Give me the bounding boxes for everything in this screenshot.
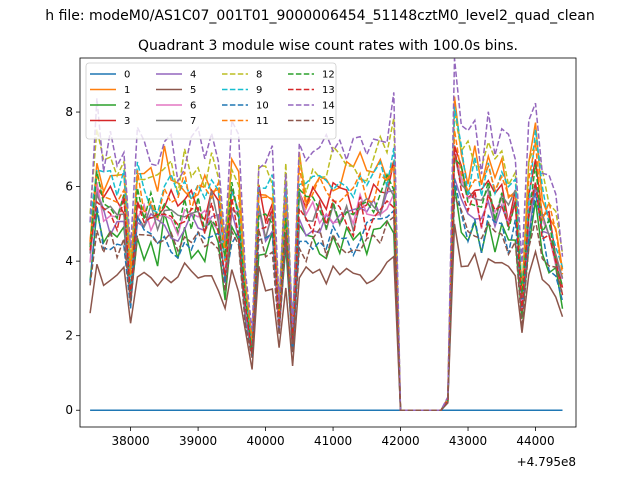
- legend-label-4: 4: [190, 70, 196, 81]
- series-layer: [89, 58, 564, 411]
- legend-frame: [85, 62, 337, 140]
- x-tick-label: 44000: [516, 434, 554, 448]
- series-line-12: [89, 156, 564, 411]
- y-tick-label: 6: [65, 180, 73, 194]
- legend-label-9: 9: [256, 85, 262, 96]
- legend-label-7: 7: [190, 116, 196, 127]
- x-tick-label: 43000: [449, 434, 487, 448]
- legend-label-15: 15: [322, 116, 335, 127]
- y-tick-label: 4: [65, 254, 73, 268]
- chart-title: Quadrant 3 module wise count rates with …: [138, 38, 518, 54]
- series-line-15: [89, 194, 564, 411]
- series-line-9: [89, 106, 564, 411]
- series-line-11: [89, 129, 564, 411]
- series-line-5: [89, 223, 564, 411]
- y-axis: 0 2 4 6 8: [65, 105, 80, 417]
- legend-label-14: 14: [322, 101, 335, 112]
- x-tick-label: 39000: [179, 434, 217, 448]
- y-tick-label: 0: [65, 403, 73, 417]
- legend-label-13: 13: [322, 85, 335, 96]
- y-tick-label: 8: [65, 105, 73, 119]
- x-tick-label: 42000: [381, 434, 419, 448]
- x-tick-label: 41000: [314, 434, 352, 448]
- x-offset-label: +4.795e8: [517, 455, 576, 469]
- legend-label-12: 12: [322, 70, 335, 81]
- series-line-2: [89, 185, 564, 411]
- legend-label-1: 1: [124, 85, 130, 96]
- axes-frame: [79, 57, 577, 428]
- x-axis: 38000 39000 40000 41000 42000 43000 44000: [112, 427, 555, 448]
- series-line-13: [89, 146, 564, 411]
- figure-suptitle: h file: modeM0/AS1C07_001T01_9000006454_…: [45, 8, 594, 24]
- y-tick-label: 2: [65, 329, 73, 343]
- legend-label-3: 3: [124, 116, 130, 127]
- legend-label-10: 10: [256, 101, 269, 112]
- x-tick-label: 38000: [112, 434, 150, 448]
- legend-label-6: 6: [190, 101, 196, 112]
- legend-label-5: 5: [190, 85, 196, 96]
- legend-label-2: 2: [124, 101, 130, 112]
- legend-label-8: 8: [256, 70, 262, 81]
- x-tick-label: 40000: [246, 434, 284, 448]
- legend-label-0: 0: [124, 70, 130, 81]
- series-line-6: [89, 151, 564, 411]
- legend-label-11: 11: [256, 116, 269, 127]
- series-line-10: [89, 179, 564, 411]
